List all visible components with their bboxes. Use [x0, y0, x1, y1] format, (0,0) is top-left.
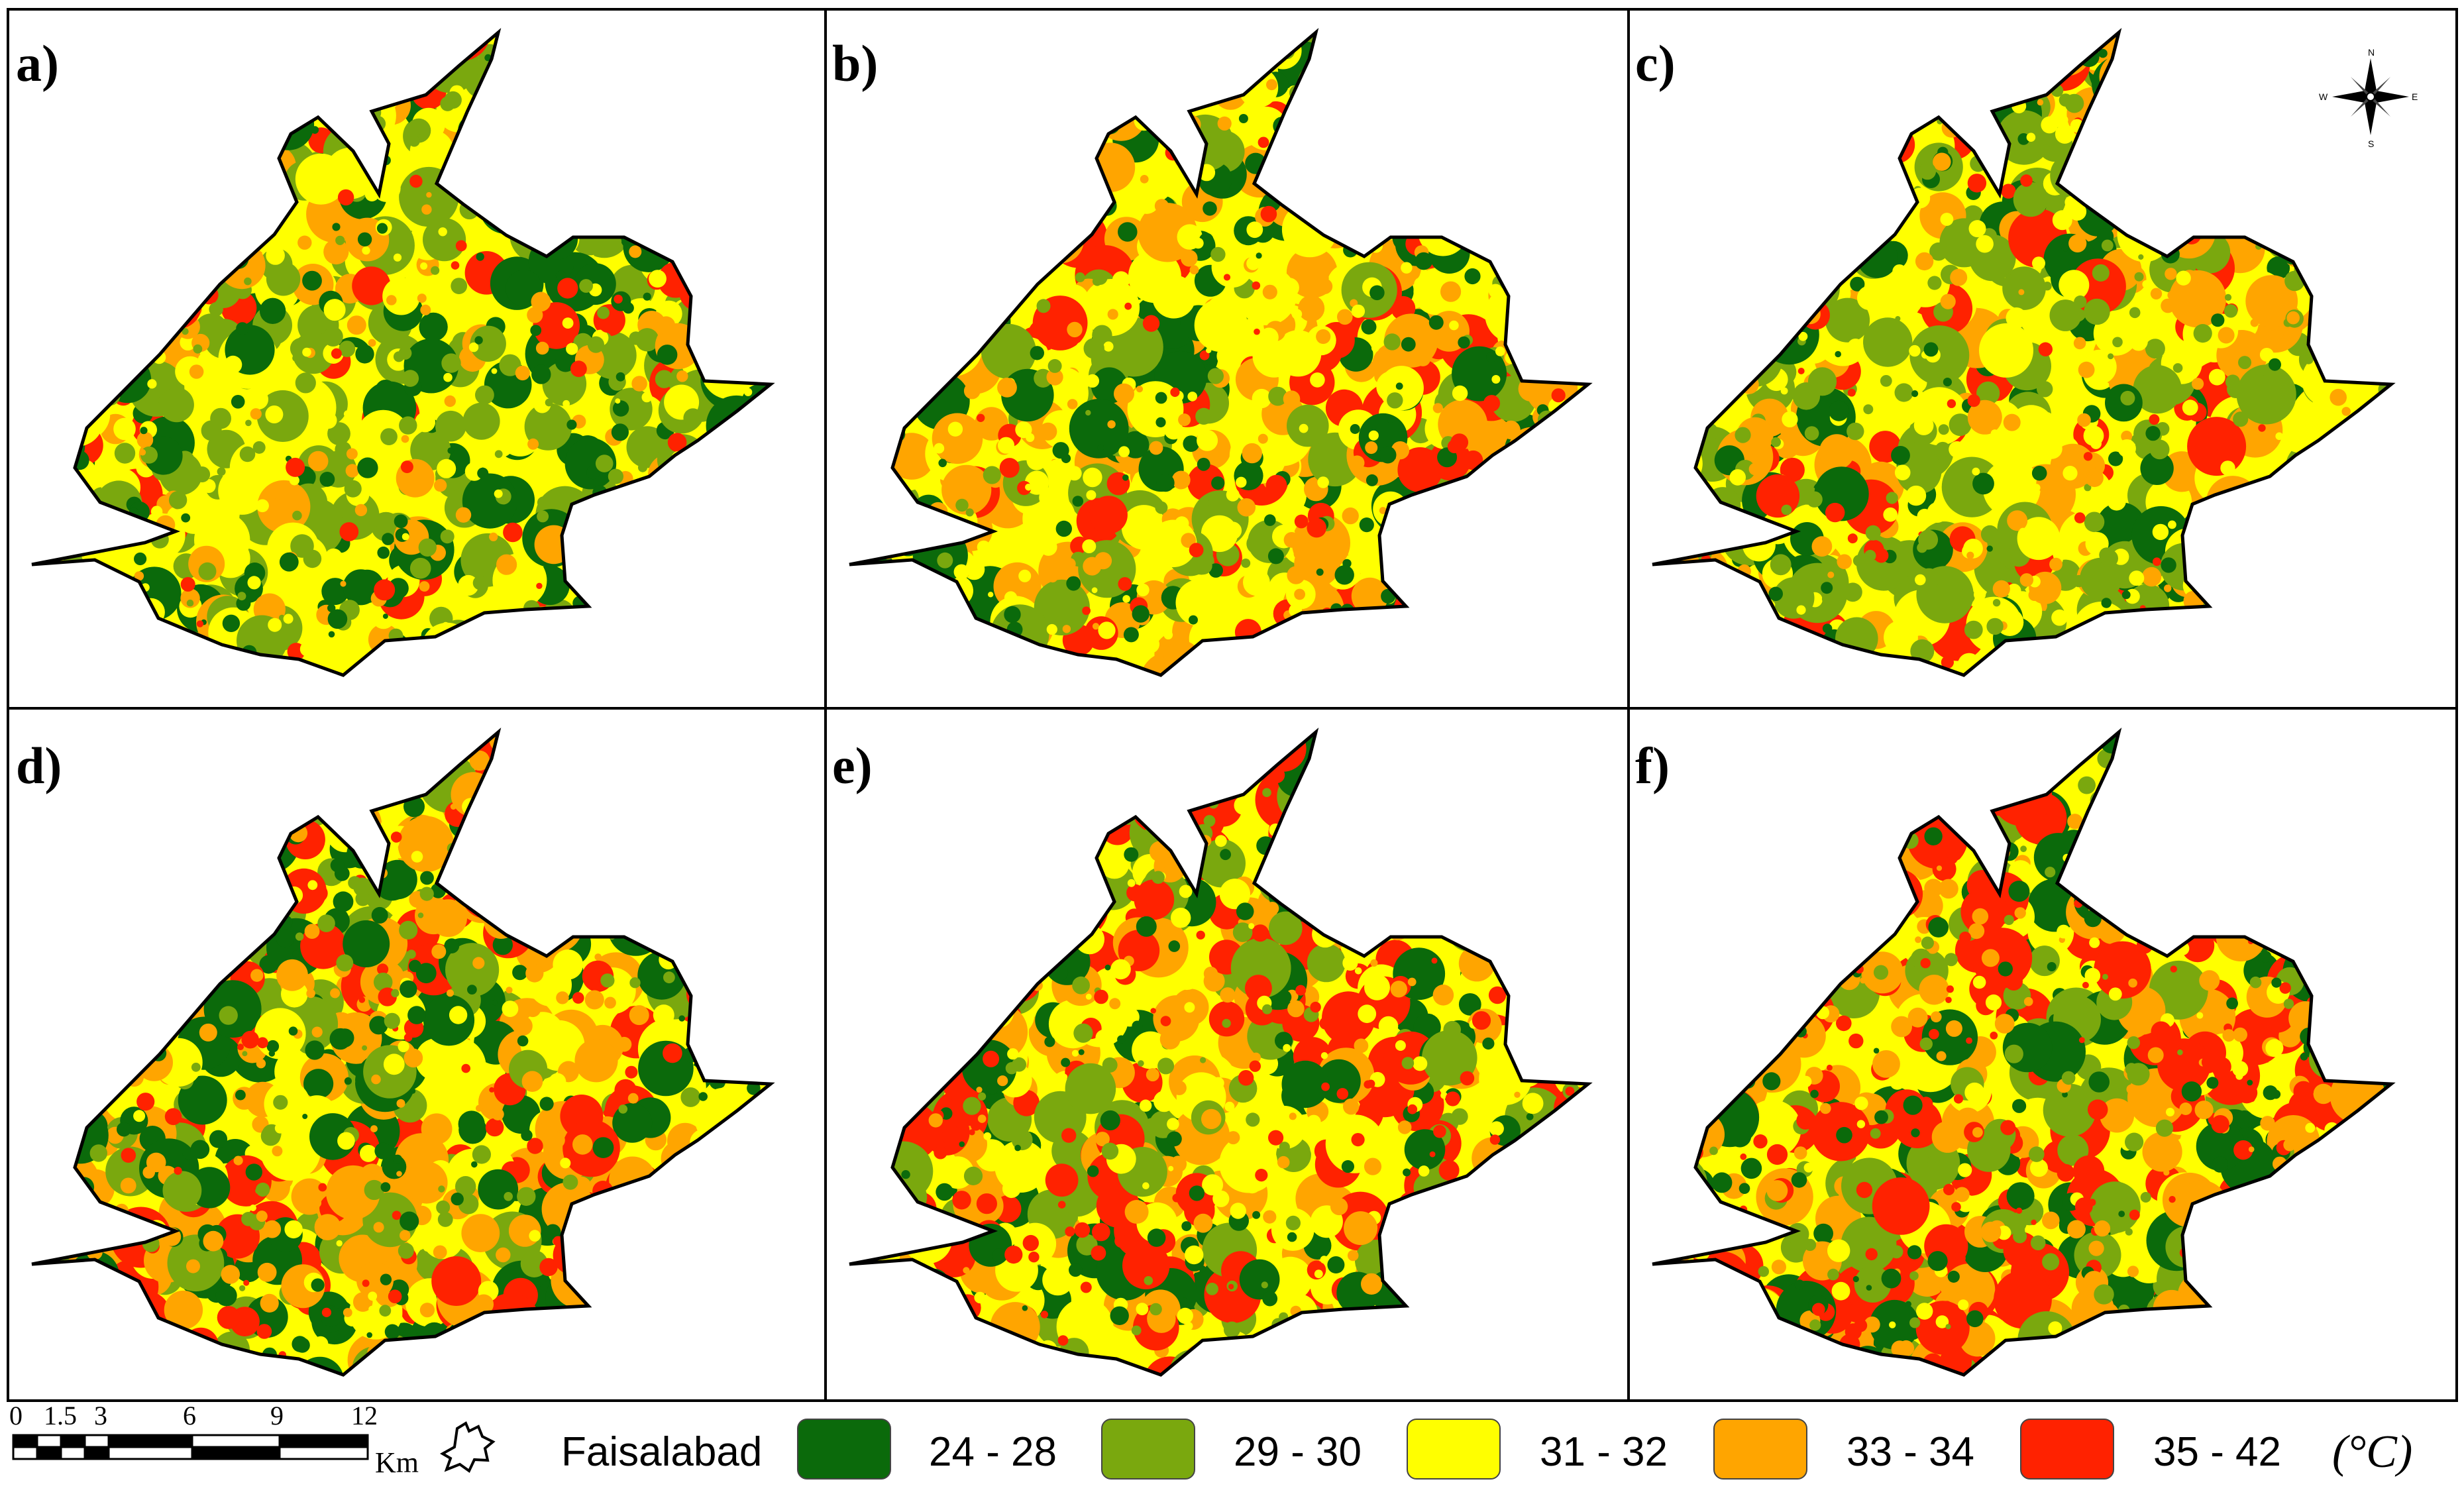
panel-label-e: e) — [832, 737, 873, 794]
north-arrow-icon: N S E W — [2319, 47, 2418, 149]
panel-grid — [7, 8, 2458, 1402]
panel-labels: a) b) c) d) e) f) — [16, 34, 1676, 794]
legend-swatch-3 — [1407, 1419, 1501, 1480]
scale-unit: Km — [375, 1446, 419, 1479]
scale-bar-blocks — [12, 1434, 369, 1460]
legend-swatch-5 — [2020, 1419, 2114, 1480]
scale-tick-6: 6 — [183, 1401, 196, 1430]
compass-north: N — [2368, 47, 2375, 58]
city-boundary — [1652, 727, 2396, 1377]
legend-swatch-1 — [797, 1419, 891, 1480]
legend-unit: (°C) — [2332, 1427, 2412, 1478]
compass-west: W — [2319, 91, 2328, 102]
faisalabad-outline-icon — [439, 1421, 496, 1474]
city-boundary — [31, 28, 775, 677]
legend-title: Faisalabad — [561, 1429, 762, 1475]
legend-range-2: 29 - 30 — [1234, 1429, 1362, 1475]
scale-tick-9: 9 — [270, 1401, 284, 1430]
panel-label-d: d) — [16, 737, 62, 794]
city-boundary — [31, 727, 775, 1377]
compass-south: S — [2368, 138, 2374, 149]
panel-label-a: a) — [16, 34, 59, 92]
legend: Faisalabad 24 - 28 29 - 30 31 - 32 33 - 34 3… — [561, 1419, 2412, 1480]
legend-range-3: 31 - 32 — [1540, 1429, 1668, 1475]
scale-tick-3: 3 — [94, 1401, 107, 1430]
panel-label-b: b) — [832, 34, 878, 92]
legend-swatch-4 — [1713, 1419, 1807, 1480]
panel-label-c: c) — [1635, 34, 1676, 92]
scale-bar: 0 1.5 3 6 9 12 Km — [9, 1401, 496, 1479]
legend-swatch-2 — [1101, 1419, 1195, 1480]
legend-range-5: 35 - 42 — [2153, 1429, 2281, 1475]
city-boundary — [1652, 28, 2396, 677]
compass-east: E — [2412, 91, 2418, 102]
city-boundary — [849, 727, 1593, 1377]
city-boundary — [849, 28, 1593, 677]
legend-range-1: 24 - 28 — [929, 1429, 1057, 1475]
scale-tick-1-5: 1.5 — [44, 1401, 77, 1430]
scale-tick-0: 0 — [9, 1401, 23, 1430]
scale-tick-12: 12 — [351, 1401, 378, 1430]
legend-range-4: 33 - 34 — [1847, 1429, 1974, 1475]
panel-label-f: f) — [1635, 737, 1670, 794]
